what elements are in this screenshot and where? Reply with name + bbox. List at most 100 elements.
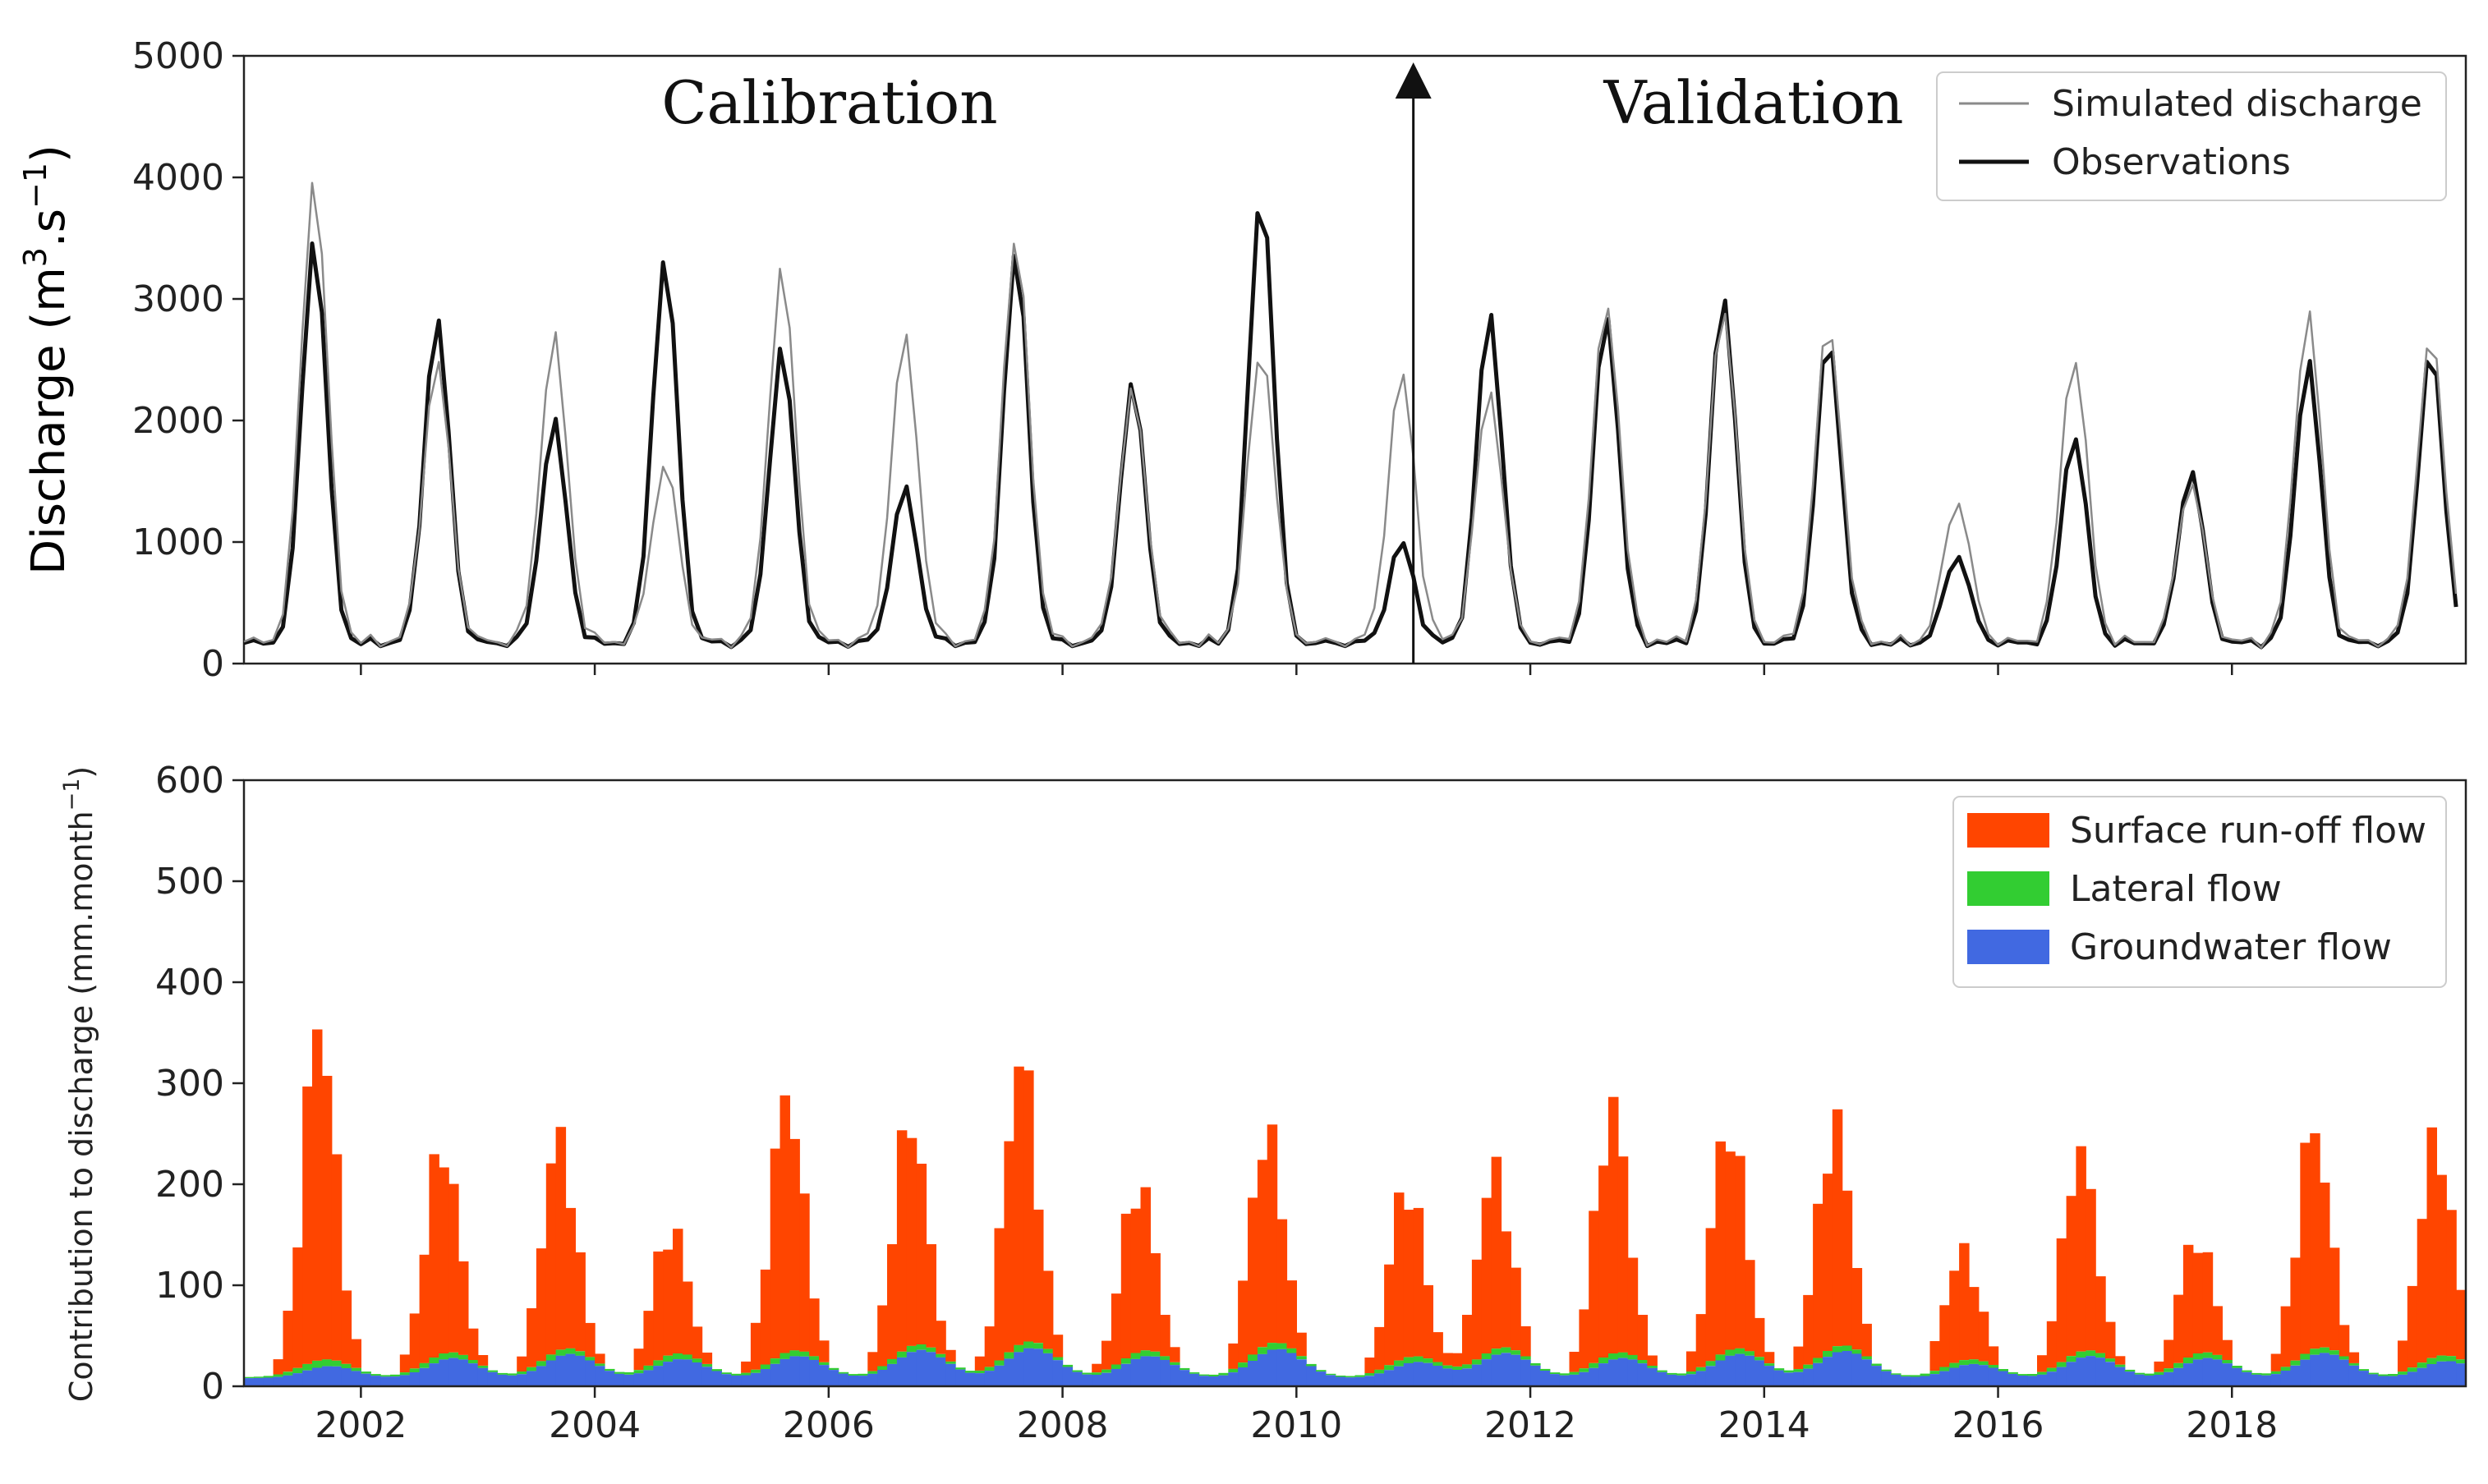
lateral-flow-bar [458, 1354, 469, 1360]
surface-runoff-bar [1092, 1363, 1102, 1373]
lateral-flow-bar [1248, 1354, 1258, 1361]
groundwater-flow-bar [1130, 1358, 1142, 1386]
lateral-flow-bar [1111, 1364, 1122, 1369]
groundwater-flow-bar [1910, 1376, 1921, 1386]
groundwater-flow-bar [1023, 1348, 1034, 1386]
lateral-flow-bar [439, 1353, 449, 1360]
lateral-flow-bar [1442, 1365, 1453, 1369]
lateral-flow-bar [974, 1370, 986, 1374]
surface-runoff-bar [1589, 1211, 1599, 1363]
groundwater-flow-bar [1481, 1359, 1492, 1386]
groundwater-flow-bar [623, 1374, 635, 1386]
groundwater-flow-bar [1530, 1365, 1541, 1386]
lateral-flow-bar [2086, 1350, 2096, 1357]
groundwater-flow-bar [2232, 1367, 2242, 1386]
lateral-flow-bar [984, 1367, 996, 1371]
surface-runoff-bar [741, 1361, 752, 1373]
lateral-flow-bar [2378, 1374, 2389, 1376]
groundwater-flow-bar [1617, 1358, 1629, 1386]
lateral-flow-bar [1861, 1356, 1872, 1360]
lateral-flow-bar [1335, 1376, 1346, 1377]
lateral-flow-bar [1452, 1367, 1463, 1370]
lateral-flow-bar [2348, 1363, 2360, 1366]
lateral-flow-bar [1286, 1348, 1297, 1353]
surface-runoff-bar [2037, 1355, 2048, 1372]
groundwater-flow-bar [1637, 1363, 1649, 1386]
groundwater-flow-bar [321, 1366, 333, 1386]
groundwater-flow-bar [1335, 1376, 1346, 1386]
lateral-flow-bar [1959, 1360, 1970, 1366]
groundwater-flow-bar [721, 1374, 732, 1386]
groundwater-flow-bar [1764, 1366, 1775, 1386]
groundwater-flow-bar [1589, 1367, 1599, 1386]
surface-runoff-bar [2086, 1188, 2096, 1351]
groundwater-flow-bar [370, 1376, 381, 1386]
groundwater-flow-bar [1988, 1367, 1999, 1386]
surface-runoff-bar [2300, 1142, 2311, 1354]
groundwater-flow-bar [1685, 1374, 1697, 1386]
groundwater-flow-bar [1433, 1366, 1443, 1386]
groundwater-flow-bar [1296, 1359, 1307, 1386]
groundwater-flow-bar [302, 1370, 313, 1386]
surface-runoff-bar [2192, 1252, 2204, 1353]
groundwater-flow-bar [877, 1370, 888, 1386]
lateral-flow-bar [2105, 1358, 2116, 1362]
groundwater-flow-bar [2017, 1376, 2028, 1386]
lateral-flow-bar [1832, 1346, 1843, 1353]
groundwater-flow-bar [2192, 1359, 2204, 1386]
groundwater-flow-bar [1120, 1363, 1132, 1386]
groundwater-flow-bar [2066, 1362, 2077, 1386]
groundwater-flow-bar [1715, 1360, 1726, 1386]
lateral-flow-bar [1423, 1358, 1433, 1363]
groundwater-flow-bar [994, 1365, 1005, 1386]
bottom-y-axis: 0 100 200 300 400 500 600 [155, 760, 244, 1408]
lateral-flow-bar [507, 1373, 517, 1376]
groundwater-flow-bar [458, 1359, 469, 1386]
lateral-flow-bar [1823, 1351, 1833, 1358]
groundwater-flow-bar [896, 1357, 908, 1386]
groundwater-flow-bar [1676, 1375, 1687, 1386]
surface-runoff-bar [1413, 1207, 1424, 1357]
groundwater-flow-bar [2260, 1375, 2272, 1386]
lateral-flow-bar [1637, 1360, 1649, 1363]
bottom-y-tick-label: 200 [155, 1164, 224, 1206]
lateral-flow-bar [1316, 1370, 1327, 1372]
lateral-flow-bar [2182, 1358, 2194, 1364]
groundwater-flow-bar [2339, 1359, 2350, 1386]
groundwater-flow-bar [1140, 1356, 1151, 1386]
lateral-flow-bar [2260, 1373, 2272, 1376]
groundwater-flow-bar [1170, 1365, 1180, 1386]
lateral-flow-bar [351, 1367, 361, 1371]
surface-runoff-bar [1160, 1315, 1170, 1357]
groundwater-flow-bar [1929, 1374, 1940, 1386]
groundwater-flow-bar [467, 1363, 479, 1386]
groundwater-flow-bar [799, 1356, 810, 1386]
groundwater-flow-bar [2095, 1358, 2106, 1386]
lateral-flow-bar [1072, 1370, 1083, 1372]
groundwater-flow-bar [1891, 1374, 1902, 1386]
groundwater-flow-bar [1004, 1358, 1014, 1386]
surface-runoff-bar [273, 1359, 284, 1375]
bottom-x-tick-label: 2002 [315, 1404, 407, 1446]
surface-runoff-bar [1939, 1305, 1950, 1367]
groundwater-flow-bar [2182, 1363, 2194, 1386]
lateral-flow-bar [312, 1360, 323, 1368]
lateral-flow-bar [244, 1376, 255, 1379]
surface-runoff-bar [2154, 1361, 2164, 1372]
groundwater-flow-bar [1579, 1371, 1589, 1386]
groundwater-flow-bar [2251, 1374, 2262, 1386]
groundwater-flow-bar [575, 1355, 586, 1386]
surface-runoff-bar [399, 1354, 411, 1373]
lateral-flow-bar [1481, 1353, 1492, 1360]
groundwater-flow-bar [2173, 1367, 2184, 1386]
surface-runoff-bar [1988, 1346, 1999, 1365]
lateral-flow-bar [341, 1363, 352, 1369]
groundwater-flow-bar [945, 1363, 956, 1386]
groundwater-flow-bar [955, 1369, 966, 1386]
groundwater-flow-bar [1062, 1367, 1074, 1386]
groundwater-flow-bar [351, 1371, 361, 1386]
lateral-flow-bar [819, 1362, 830, 1366]
surface-runoff-bar [1462, 1315, 1473, 1365]
groundwater-flow-bar [964, 1372, 976, 1386]
groundwater-flow-bar [653, 1366, 664, 1386]
